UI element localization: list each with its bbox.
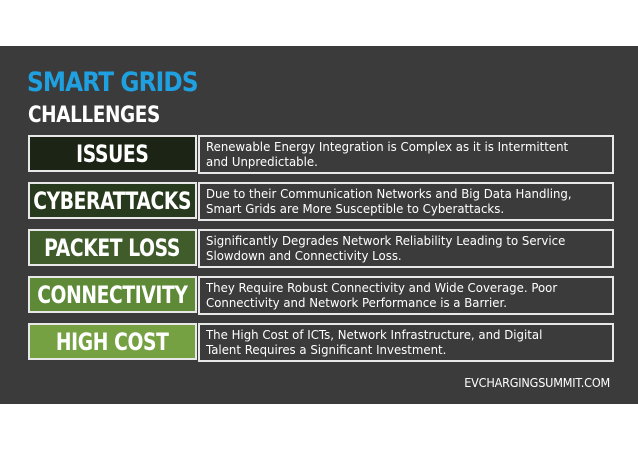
slide-subtitle: CHALLENGES <box>28 103 160 128</box>
challenge-row-connectivity: CONNECTIVITY They Require Robust Connect… <box>28 276 614 315</box>
challenge-label: HIGH COST <box>56 327 169 356</box>
description-line: They Require Robust Connectivity and Wid… <box>206 280 558 295</box>
challenge-description: Significantly Degrades Network Reliabili… <box>198 229 614 268</box>
description-line: Smart Grids are More Susceptible to Cybe… <box>206 201 505 216</box>
challenge-description: Due to their Communication Networks and … <box>198 182 614 221</box>
description-line: Due to their Communication Networks and … <box>206 186 572 201</box>
challenge-label: PACKET LOSS <box>44 233 181 262</box>
challenge-label-box: CYBERATTACKS <box>28 182 197 219</box>
challenge-label-box: ISSUES <box>28 135 197 172</box>
challenge-row-high-cost: HIGH COST The High Cost of ICTs, Network… <box>28 323 614 362</box>
description-line: and Unpredictable. <box>206 154 318 169</box>
description-line: Talent Requires a Significant Investment… <box>206 342 447 357</box>
challenge-label: CYBERATTACKS <box>33 186 192 215</box>
description-line: Connectivity and Network Performance is … <box>206 295 507 310</box>
description-line: Renewable Energy Integration is Complex … <box>206 139 569 154</box>
challenge-label-box: PACKET LOSS <box>28 229 197 266</box>
challenge-label-box: CONNECTIVITY <box>28 276 197 313</box>
challenge-label: CONNECTIVITY <box>37 280 188 309</box>
challenge-label: ISSUES <box>76 139 149 168</box>
challenge-description: They Require Robust Connectivity and Wid… <box>198 276 614 315</box>
challenge-description: The High Cost of ICTs, Network Infrastru… <box>198 323 614 362</box>
challenge-row-cyberattacks: CYBERATTACKS Due to their Communication … <box>28 182 614 221</box>
footer-website: EVCHARGINGSUMMIT.COM <box>464 375 610 390</box>
description-line: The High Cost of ICTs, Network Infrastru… <box>206 327 543 342</box>
description-line: Slowdown and Connectivity Loss. <box>206 248 402 263</box>
slide: SMART GRIDS CHALLENGES ISSUES Renewable … <box>0 46 638 404</box>
challenge-description: Renewable Energy Integration is Complex … <box>198 135 614 174</box>
slide-title: SMART GRIDS <box>27 67 199 98</box>
challenge-row-packet-loss: PACKET LOSS Significantly Degrades Netwo… <box>28 229 614 268</box>
challenge-label-box: HIGH COST <box>28 323 197 360</box>
challenge-row-issues: ISSUES Renewable Energy Integration is C… <box>28 135 614 174</box>
description-line: Significantly Degrades Network Reliabili… <box>206 233 566 248</box>
